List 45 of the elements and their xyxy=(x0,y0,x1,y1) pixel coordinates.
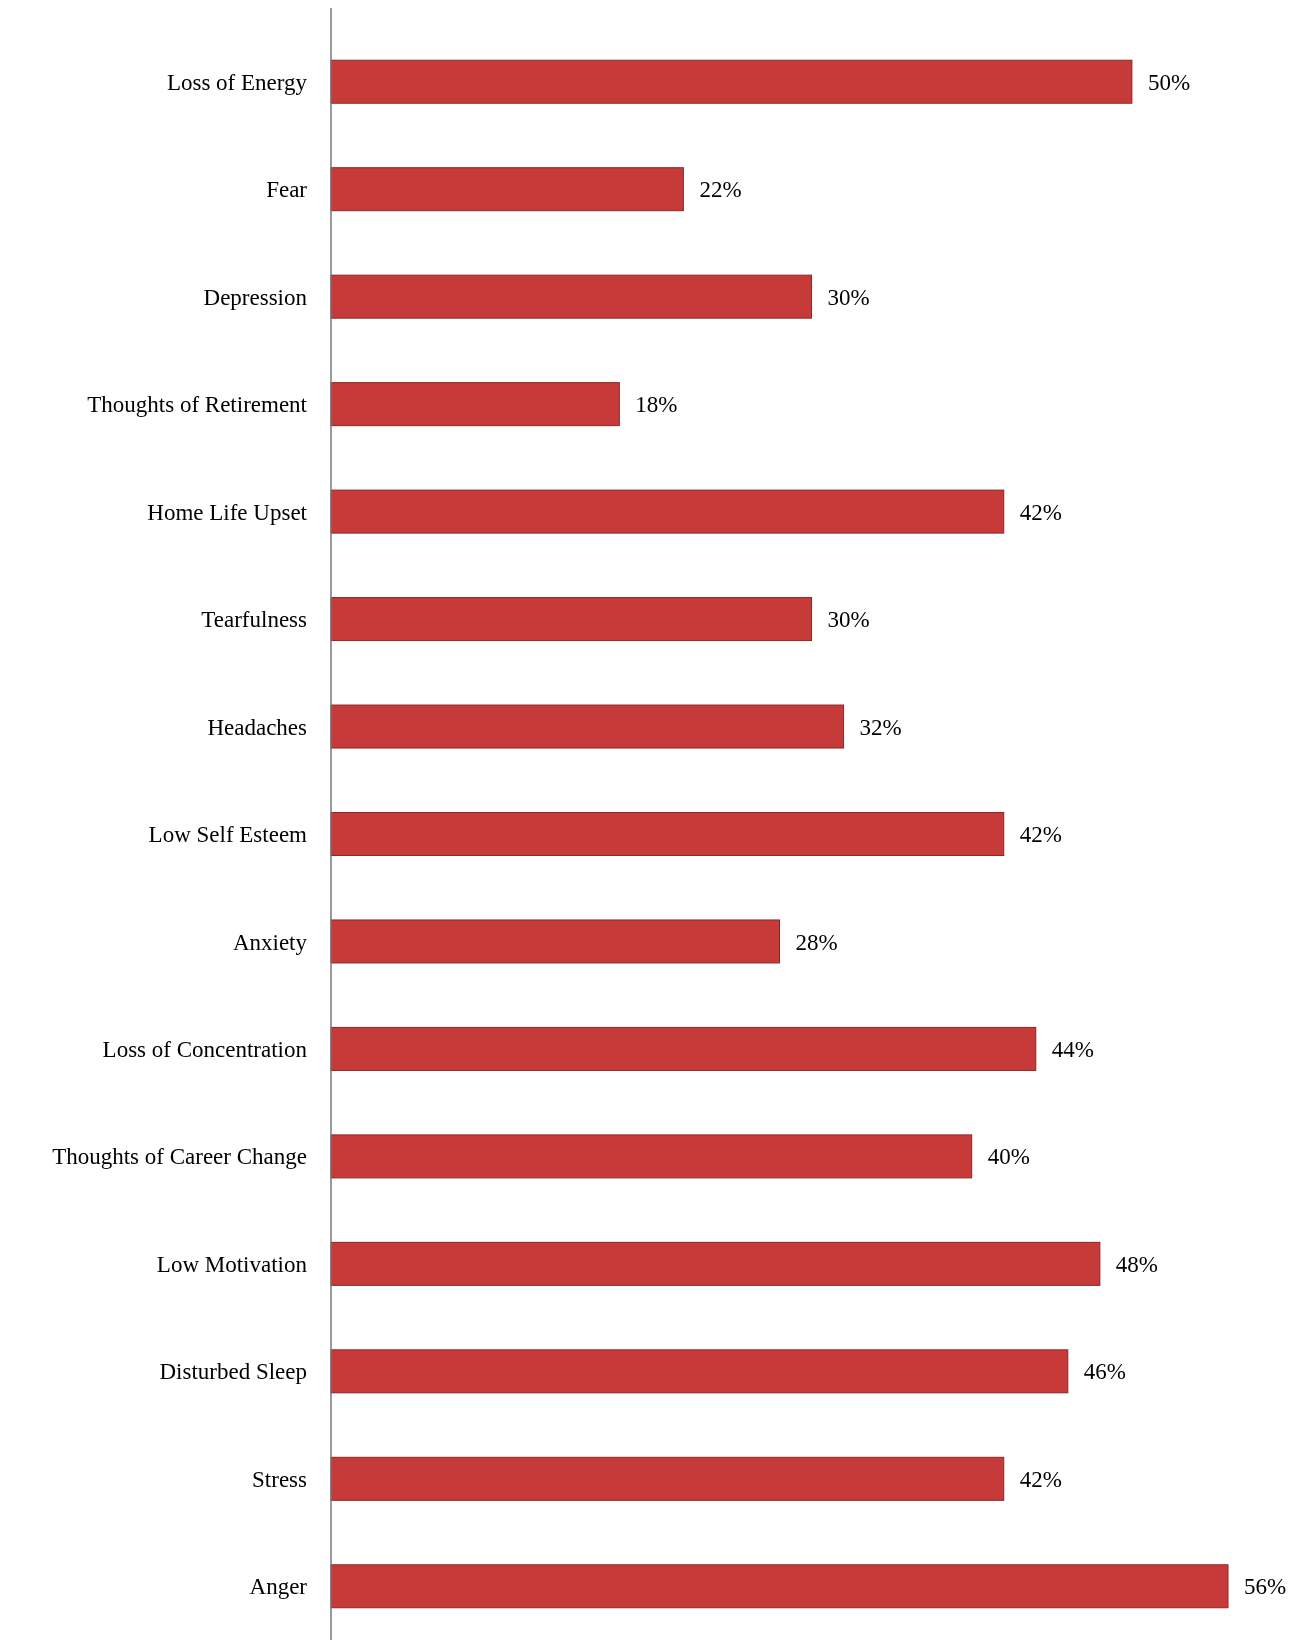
data-label: 44% xyxy=(1051,1036,1094,1062)
y-tick-label: Tearfulness xyxy=(201,607,308,633)
bar xyxy=(330,1349,1069,1394)
bar xyxy=(330,1026,1037,1071)
bar xyxy=(330,1564,1229,1609)
bar xyxy=(330,1456,1005,1501)
bar xyxy=(330,489,1005,534)
y-tick-label: Loss of Energy xyxy=(166,69,308,95)
bar xyxy=(330,167,684,212)
y-tick-label: Low Motivation xyxy=(156,1251,308,1277)
y-tick-label: Stress xyxy=(252,1466,308,1492)
data-label: 40% xyxy=(987,1144,1030,1170)
y-tick-label: Home Life Upset xyxy=(147,499,308,525)
data-label: 56% xyxy=(1244,1574,1287,1600)
data-label: 30% xyxy=(827,284,870,310)
bar xyxy=(330,812,1005,856)
data-label: 42% xyxy=(1019,822,1062,848)
data-label: 50% xyxy=(1147,69,1191,95)
bar xyxy=(330,597,813,642)
data-label: 18% xyxy=(635,392,678,418)
bar xyxy=(330,59,1133,104)
data-label: 42% xyxy=(1019,499,1062,525)
y-tick-label: Fear xyxy=(266,177,308,203)
data-label: 30% xyxy=(827,607,870,633)
data-label: 28% xyxy=(795,929,838,955)
y-tick-label: Headaches xyxy=(207,714,308,740)
data-label: 22% xyxy=(699,177,742,203)
y-tick-label: Disturbed Sleep xyxy=(159,1359,307,1385)
data-label: 48% xyxy=(1115,1251,1159,1277)
y-tick-label: Depression xyxy=(203,284,308,310)
bar xyxy=(330,382,620,427)
bar xyxy=(330,919,780,964)
y-tick-label: Anxiety xyxy=(232,929,308,955)
y-tick-label: Thoughts of Career Change xyxy=(52,1144,307,1170)
bar xyxy=(330,1134,973,1179)
y-tick-label: Low Self Esteem xyxy=(148,822,308,848)
data-label: 46% xyxy=(1083,1359,1126,1385)
bar xyxy=(330,274,813,319)
y-tick-label: Loss of Concentration xyxy=(102,1036,308,1062)
data-label: 32% xyxy=(859,714,902,740)
y-tick-label: Anger xyxy=(249,1574,308,1600)
bar xyxy=(330,704,845,749)
bar xyxy=(330,1241,1101,1286)
y-tick-label: Thoughts of Retirement xyxy=(87,392,308,418)
data-label: 42% xyxy=(1019,1466,1062,1492)
